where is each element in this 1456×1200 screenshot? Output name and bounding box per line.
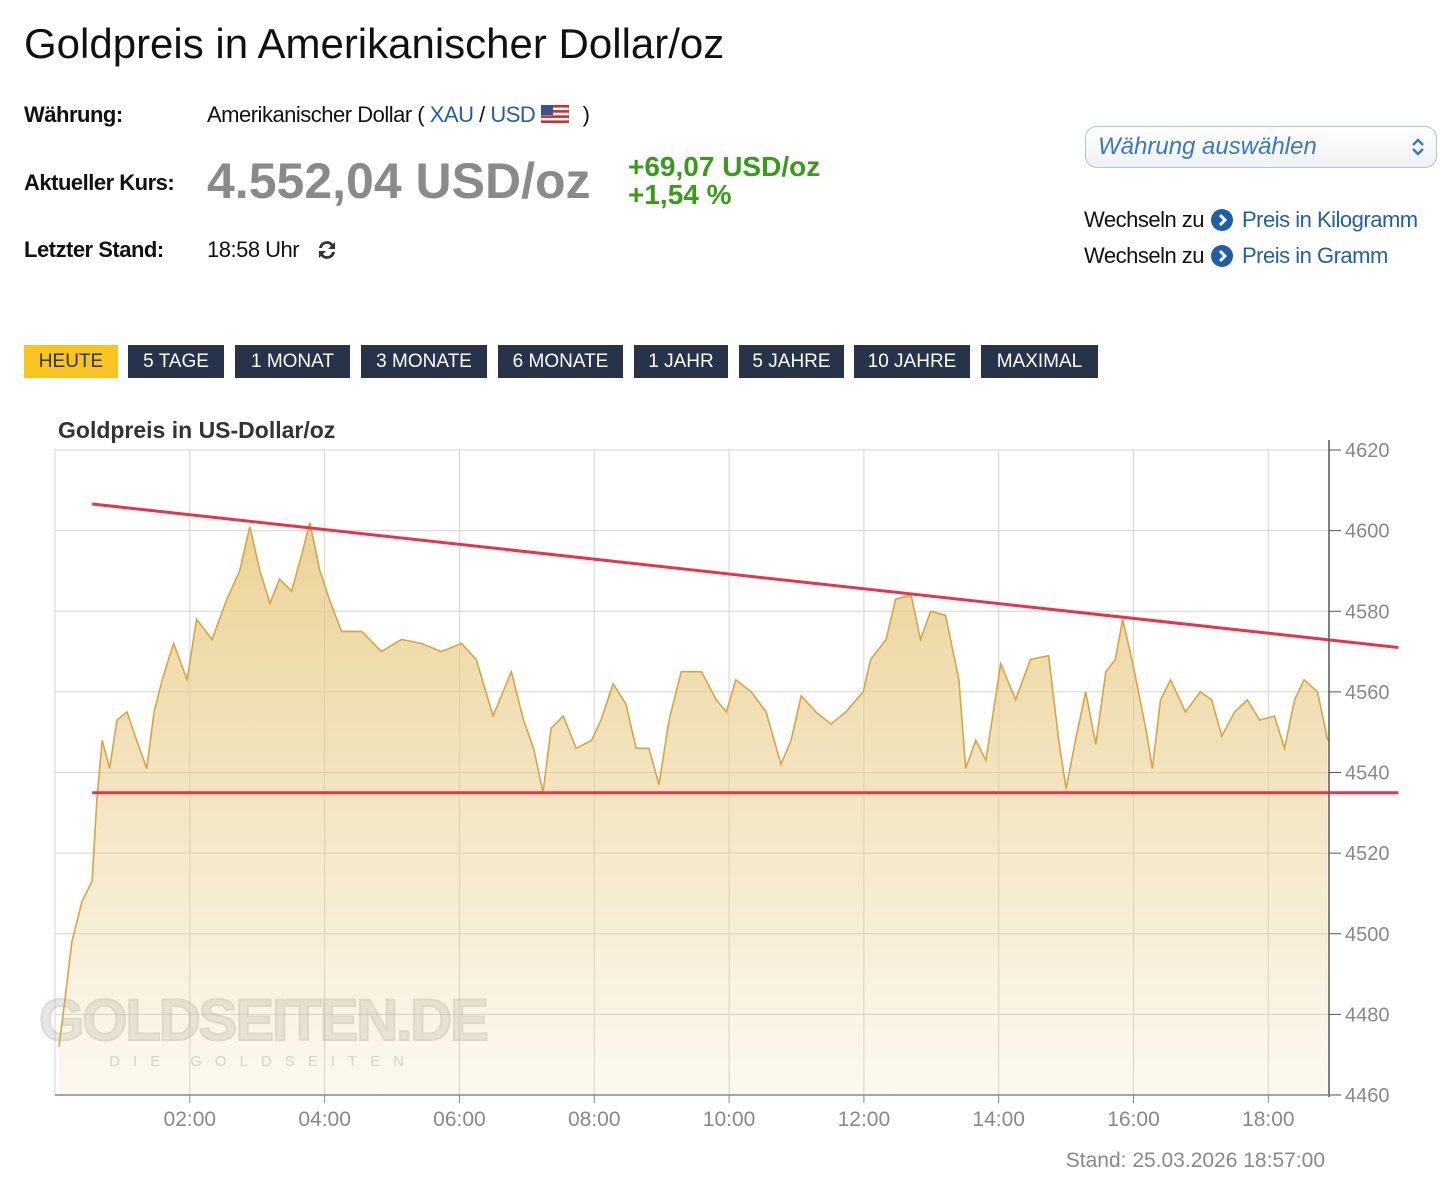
- x-tick-label: 10:00: [703, 1108, 756, 1131]
- time: 18:58 Uhr: [207, 237, 300, 262]
- price: 4.552,04 USD/oz: [207, 153, 591, 209]
- y-tick-label: 4460: [1345, 1085, 1390, 1107]
- y-tick-label: 4520: [1345, 843, 1390, 865]
- y-tick-label: 4540: [1345, 763, 1390, 785]
- x-tick-label: 04:00: [298, 1108, 351, 1131]
- currency-link[interactable]: USD: [490, 102, 536, 127]
- plot-frame: [54, 449, 1330, 1096]
- chart-title: Goldpreis in US-Dollar/oz: [58, 417, 335, 443]
- switch-link[interactable]: Preis in Gramm: [1242, 243, 1388, 268]
- range-tab[interactable]: 5 TAGE: [128, 345, 224, 378]
- footnote: Stand: 25.03.2026 18:57:00: [1066, 1149, 1325, 1172]
- currency-code[interactable]: XAU: [429, 102, 474, 127]
- y-tick-label: 4560: [1345, 682, 1390, 704]
- x-tick-label: 08:00: [568, 1108, 621, 1131]
- y-tick-label: 4600: [1345, 521, 1390, 543]
- link-icon: [1211, 245, 1233, 267]
- switch-link[interactable]: Preis in Kilogramm: [1242, 207, 1418, 232]
- select-arrows: [1412, 138, 1424, 156]
- range-tab[interactable]: 3 MONATE: [361, 345, 487, 378]
- currency-label: Währung:: [24, 102, 123, 127]
- range-tab[interactable]: 6 MONATE: [498, 345, 623, 378]
- change-pct: +1,54 %: [628, 179, 732, 210]
- range-tab[interactable]: 5 JAHRE: [739, 345, 844, 378]
- watermark: GOLDSEITEN.DE: [39, 988, 487, 1053]
- x-tick-label: 06:00: [433, 1108, 486, 1131]
- refresh-icon[interactable]: [315, 238, 339, 262]
- range-tab[interactable]: 1 JAHR: [634, 345, 728, 378]
- x-tick-label: 18:00: [1242, 1108, 1295, 1131]
- switch-prefix: Wechseln zu: [1084, 243, 1205, 268]
- x-tick-label: 12:00: [838, 1108, 891, 1131]
- change-abs: +69,07 USD/oz: [628, 151, 821, 182]
- range-tab[interactable]: HEUTE: [24, 345, 118, 378]
- change: +69,07 USD/oz +1,54 %: [628, 153, 820, 209]
- separator: /: [479, 102, 485, 127]
- time-label: Letzter Stand:: [24, 237, 164, 262]
- us-flag: [540, 104, 570, 124]
- select-placeholder: Währung auswählen: [1098, 133, 1317, 160]
- price-label: Aktueller Kurs:: [24, 170, 175, 195]
- area: [59, 522, 1328, 1095]
- currency-row: Amerikanischer Dollar ( XAU / USD ): [207, 102, 590, 128]
- x-tick-label: 14:00: [972, 1108, 1025, 1131]
- x-tick-label: 16:00: [1107, 1108, 1160, 1131]
- currency-select[interactable]: Währung auswählen: [1085, 126, 1437, 168]
- y-tick-label: 4620: [1345, 440, 1390, 462]
- x-tick-label: 02:00: [164, 1108, 217, 1131]
- switch-prefix: Wechseln zu: [1084, 207, 1205, 232]
- y-tick-label: 4580: [1345, 601, 1390, 623]
- range-tab[interactable]: 10 JAHRE: [854, 345, 970, 378]
- switch-row: Wechseln zu: [1084, 207, 1205, 233]
- range-tab[interactable]: 1 MONAT: [235, 345, 350, 378]
- range-tab[interactable]: MAXIMAL: [981, 345, 1098, 378]
- page-title: Goldpreis in Amerikanischer Dollar/oz: [24, 20, 725, 67]
- watermark-subtitle: DIE GOLDSEITEN: [109, 1053, 417, 1070]
- link-icon: [1211, 209, 1233, 231]
- currency-close: ): [582, 102, 590, 127]
- trend-line: [91, 502, 1399, 649]
- currency-name: Amerikanischer Dollar (: [207, 102, 425, 127]
- switch-row: Wechseln zu: [1084, 243, 1205, 269]
- y-tick-label: 4480: [1345, 1004, 1390, 1026]
- y-tick-label: 4500: [1345, 924, 1390, 946]
- price-line: [58, 522, 1329, 1047]
